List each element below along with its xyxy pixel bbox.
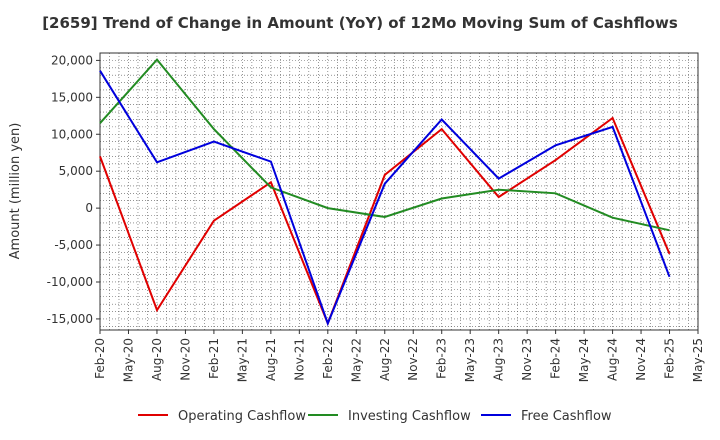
x-tick-label: Aug-21 bbox=[264, 338, 278, 381]
x-tick-label: May-22 bbox=[349, 338, 363, 382]
x-tick-label: Feb-21 bbox=[207, 338, 221, 379]
y-tick-label: 15,000 bbox=[51, 90, 93, 104]
y-tick-label: 5,000 bbox=[59, 164, 93, 178]
y-axis-label: Amount (million yen) bbox=[8, 123, 23, 260]
x-tick-label: Feb-22 bbox=[321, 338, 335, 379]
x-tick-label: May-25 bbox=[691, 338, 705, 382]
x-tick-label: Nov-20 bbox=[178, 338, 192, 381]
y-tick-label: 0 bbox=[85, 201, 93, 215]
legend-label-free-cashflow: Free Cashflow bbox=[521, 409, 612, 424]
x-tick-label: Nov-24 bbox=[634, 338, 648, 381]
x-tick-label: Nov-22 bbox=[406, 338, 420, 381]
x-axis: Feb-20 May-20 Aug-20 Nov-20 Feb-21 May-21 Aug-… bbox=[93, 330, 705, 382]
y-tick-label: -10,000 bbox=[47, 275, 93, 289]
x-tick-label: May-23 bbox=[463, 338, 477, 382]
series-lines bbox=[99, 58, 671, 327]
y-tick-label: 10,000 bbox=[51, 127, 93, 141]
series-line-free-cashflow bbox=[99, 70, 671, 327]
x-tick-label: Aug-24 bbox=[606, 338, 620, 381]
chart-title: [2659] Trend of Change in Amount (YoY) o… bbox=[42, 14, 678, 32]
plot-area bbox=[99, 52, 699, 331]
x-tick-label: May-21 bbox=[235, 338, 249, 382]
x-tick-label: May-20 bbox=[121, 338, 135, 382]
x-tick-label: Aug-23 bbox=[492, 338, 506, 381]
x-tick-label: Feb-20 bbox=[93, 338, 107, 379]
x-tick-label: Feb-24 bbox=[549, 338, 563, 379]
legend-label-operating-cashflow: Operating Cashflow bbox=[178, 409, 306, 424]
legend-label-investing-cashflow: Investing Cashflow bbox=[348, 409, 471, 424]
series-line-operating-cashflow bbox=[99, 116, 671, 327]
x-tick-label: Nov-21 bbox=[292, 338, 306, 381]
y-tick-label: 20,000 bbox=[51, 53, 93, 67]
series-line-investing-cashflow bbox=[99, 58, 670, 232]
grid-lines bbox=[99, 52, 699, 330]
x-tick-label: May-24 bbox=[577, 338, 591, 382]
x-tick-label: Aug-20 bbox=[150, 338, 164, 381]
y-tick-label: -5,000 bbox=[54, 238, 93, 252]
y-axis: 20,000 15,000 10,000 5,000 0 -5,000 -10,000 -15… bbox=[47, 53, 100, 326]
x-tick-label: Feb-25 bbox=[663, 338, 677, 379]
x-tick-label: Nov-23 bbox=[520, 338, 534, 381]
legend: Operating Cashflow Investing Cashflow Free… bbox=[138, 409, 612, 424]
x-tick-label: Feb-23 bbox=[435, 338, 449, 379]
y-tick-label: -15,000 bbox=[47, 312, 93, 326]
x-tick-label: Aug-22 bbox=[378, 338, 392, 381]
